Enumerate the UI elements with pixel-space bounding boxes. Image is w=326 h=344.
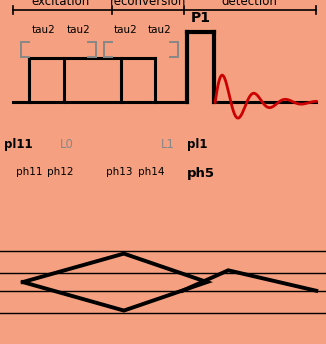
Text: excitation: excitation: [31, 0, 89, 8]
Text: L1: L1: [160, 138, 174, 151]
Text: detection: detection: [221, 0, 277, 8]
Text: pl1: pl1: [187, 138, 208, 151]
Text: ph11: ph11: [16, 167, 43, 177]
Text: tau2: tau2: [32, 25, 56, 35]
Text: tau2: tau2: [67, 25, 90, 35]
Text: ph12: ph12: [47, 167, 74, 177]
Text: ph13: ph13: [106, 167, 132, 177]
Text: L0: L0: [60, 138, 74, 151]
Text: tau2: tau2: [114, 25, 137, 35]
Text: P1: P1: [190, 11, 211, 25]
Text: reconversion: reconversion: [110, 0, 186, 8]
Text: ph14: ph14: [138, 167, 165, 177]
Text: pl11: pl11: [4, 138, 32, 151]
Text: ph5: ph5: [186, 167, 215, 180]
Text: tau2: tau2: [148, 25, 171, 35]
